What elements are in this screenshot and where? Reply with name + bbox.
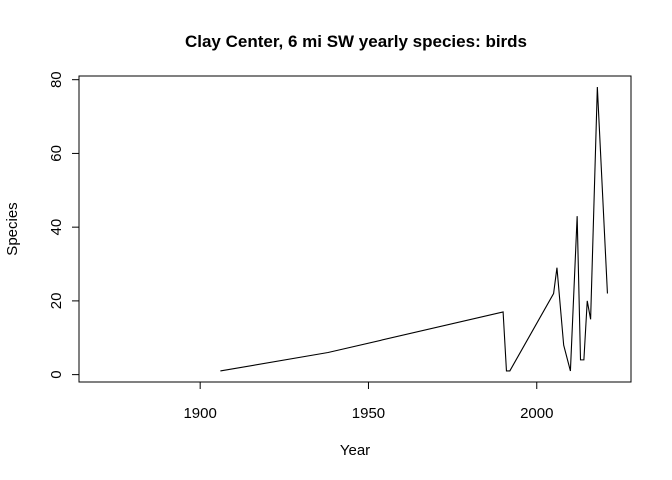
x-tick-label: 2000 <box>520 405 553 422</box>
series-line <box>220 87 608 372</box>
chart-title: Clay Center, 6 mi SW yearly species: bir… <box>185 32 527 51</box>
y-axis: 0 20 40 60 80 <box>48 71 80 379</box>
x-axis: 1900 1950 2000 <box>183 381 553 422</box>
x-axis-label: Year <box>340 442 370 459</box>
y-tick-label: 60 <box>48 145 65 162</box>
plot-frame <box>78 75 632 383</box>
y-tick-label: 0 <box>48 370 65 378</box>
x-tick-label: 1900 <box>183 405 216 422</box>
x-tick-label: 1950 <box>352 405 385 422</box>
y-axis-label: Species <box>4 202 21 255</box>
y-tick-label: 20 <box>48 293 65 310</box>
y-tick-label: 80 <box>48 71 65 88</box>
y-tick-label: 40 <box>48 219 65 236</box>
